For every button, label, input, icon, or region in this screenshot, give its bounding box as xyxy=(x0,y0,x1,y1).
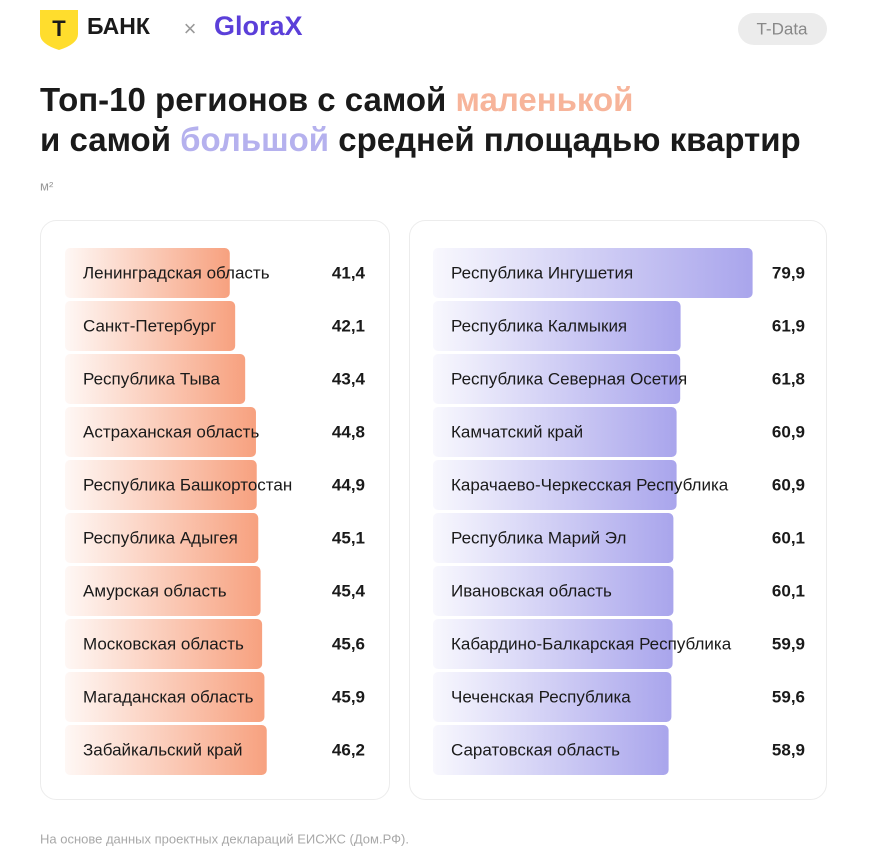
value-label: 59,9 xyxy=(772,634,805,653)
value-label: 44,9 xyxy=(332,475,365,494)
category-label: Республика Марий Эл xyxy=(451,528,626,547)
value-label: 60,9 xyxy=(772,475,805,494)
bar xyxy=(433,301,681,351)
bar xyxy=(433,354,681,404)
category-label: Республика Калмыкия xyxy=(451,316,627,335)
category-label: Ленинградская область xyxy=(83,263,270,282)
bar xyxy=(433,566,674,616)
separator: × xyxy=(184,16,197,41)
footnote: На основе данных проектных деклараций ЕИ… xyxy=(40,831,409,846)
category-label: Астраханская область xyxy=(83,422,259,441)
value-label: 59,6 xyxy=(772,687,805,706)
title-line: Топ-10 регионов с самой маленькой xyxy=(40,81,633,118)
category-label: Чеченская Республика xyxy=(451,687,631,706)
value-label: 61,9 xyxy=(772,316,805,335)
bar xyxy=(433,619,673,669)
bar xyxy=(65,407,256,457)
value-label: 45,6 xyxy=(332,634,365,653)
bar xyxy=(433,248,753,298)
logo-shield xyxy=(40,10,78,50)
value-label: 79,9 xyxy=(772,263,805,282)
bar xyxy=(433,407,677,457)
badge-bg xyxy=(738,13,827,45)
unit: м² xyxy=(40,178,54,193)
bar xyxy=(433,513,674,563)
category-label: Забайкальский край xyxy=(83,740,243,759)
value-label: 41,4 xyxy=(332,263,366,282)
title-segment: и самой xyxy=(40,121,180,158)
title-line: и самой большой средней площадью квартир xyxy=(40,121,801,158)
title-segment: Топ-10 регионов с самой xyxy=(40,81,456,118)
bar xyxy=(433,672,672,722)
category-label: Магаданская область xyxy=(83,687,254,706)
category-label: Республика Тыва xyxy=(83,369,221,388)
category-label: Карачаево-Черкесская Республика xyxy=(451,475,729,494)
bar xyxy=(433,460,677,510)
category-label: Республика Северная Осетия xyxy=(451,369,687,388)
bar xyxy=(65,301,236,351)
bar xyxy=(65,513,259,563)
value-label: 60,9 xyxy=(772,422,805,441)
brand: БАНК xyxy=(87,13,151,39)
category-label: Ивановская область xyxy=(451,581,612,600)
category-label: Московская область xyxy=(83,634,244,653)
value-label: 61,8 xyxy=(772,369,805,388)
bar xyxy=(65,619,263,669)
value-label: 45,9 xyxy=(332,687,365,706)
value-label: 45,4 xyxy=(332,581,366,600)
value-label: 46,2 xyxy=(332,740,365,759)
title-segment: маленькой xyxy=(456,81,634,118)
category-label: Камчатский край xyxy=(451,422,583,441)
value-label: 60,1 xyxy=(772,581,805,600)
value-label: 42,1 xyxy=(332,316,365,335)
bar xyxy=(65,566,261,616)
title-segment: средней площадью квартир xyxy=(329,121,801,158)
bar xyxy=(65,460,257,510)
bar xyxy=(65,354,246,404)
title-segment: большой xyxy=(180,121,329,158)
badge: T-Data xyxy=(756,19,808,38)
bar xyxy=(65,672,265,722)
value-label: 60,1 xyxy=(772,528,805,547)
value-label: 58,9 xyxy=(772,740,805,759)
value-label: 43,4 xyxy=(332,369,366,388)
partner: GloraX xyxy=(214,11,303,41)
category-label: Республика Башкортостан xyxy=(83,475,292,494)
category-label: Саратовская область xyxy=(451,740,620,759)
bar xyxy=(65,248,230,298)
value-label: 44,8 xyxy=(332,422,365,441)
bar xyxy=(65,725,267,775)
category-label: Республика Адыгея xyxy=(83,528,238,547)
category-label: Амурская область xyxy=(83,581,227,600)
category-label: Кабардино-Балкарская Республика xyxy=(451,634,732,653)
bar xyxy=(433,725,669,775)
value-label: 45,1 xyxy=(332,528,365,547)
category-label: Республика Ингушетия xyxy=(451,263,633,282)
category-label: Санкт-Петербург xyxy=(83,316,216,335)
logo-letter: Т xyxy=(52,16,66,41)
